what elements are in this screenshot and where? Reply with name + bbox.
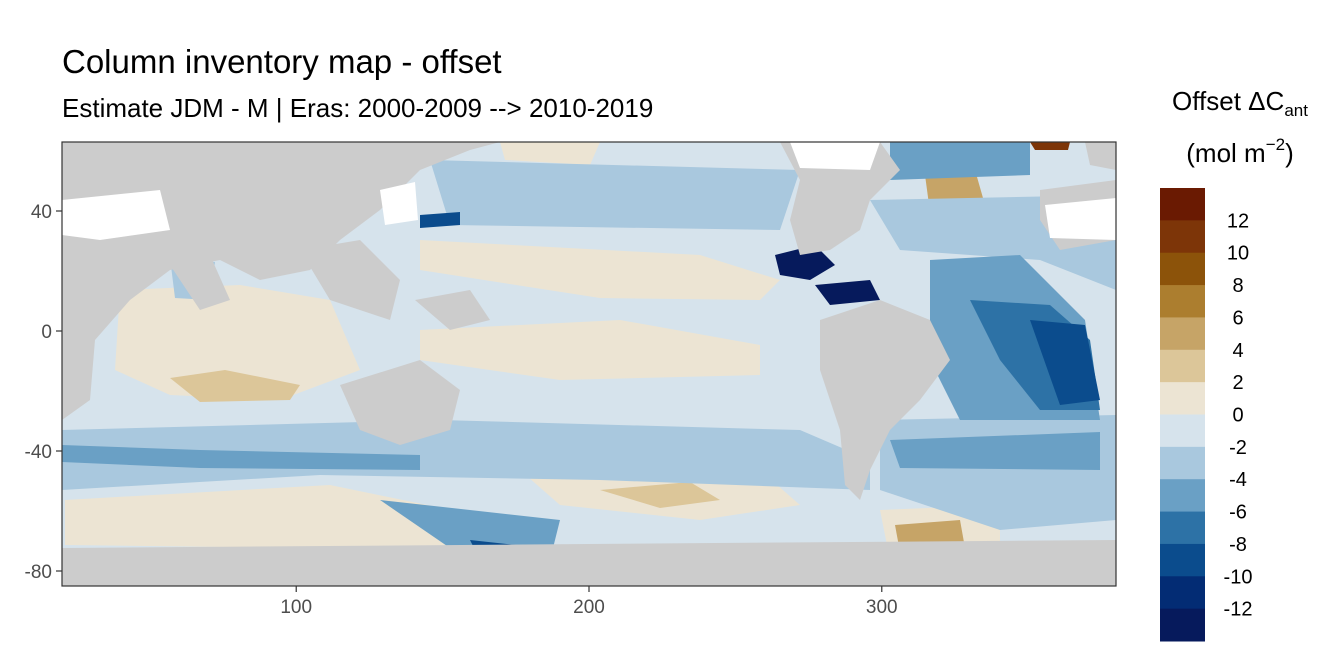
y-tick-label: 0: [41, 322, 52, 343]
legend-color-bin: [1160, 608, 1205, 642]
legend-color-bin: [1160, 382, 1205, 415]
legend-color-bin: [1160, 188, 1205, 221]
missing-data-areas: [62, 142, 1116, 240]
x-tick-label: 300: [866, 597, 898, 618]
y-tick-label: -80: [25, 562, 52, 583]
legend-label: 12: [1227, 210, 1249, 232]
legend-unit-close: ): [1285, 138, 1294, 168]
legend-color-bin: [1160, 414, 1205, 448]
legend: 12 10 8 6 4 2 0 -2 -4 -6 -8 -10 -12: [1160, 188, 1252, 642]
legend-label: 8: [1232, 275, 1243, 297]
legend-title-main: Offset ΔC: [1172, 86, 1285, 116]
x-tick-label: 100: [280, 597, 312, 618]
legend-title: Offset ΔCant (mol m−2): [1150, 84, 1330, 170]
legend-unit: (mol m: [1186, 138, 1266, 168]
x-tick-label: 200: [573, 597, 605, 618]
legend-unit-sup: −2: [1265, 135, 1286, 154]
legend-label: -4: [1229, 469, 1247, 491]
legend-label: -10: [1224, 566, 1253, 588]
legend-color-bin: [1160, 285, 1205, 318]
legend-color-bin: [1160, 349, 1205, 383]
legend-label: 4: [1232, 340, 1243, 362]
legend-label: 2: [1232, 372, 1243, 394]
legend-color-bin: [1160, 317, 1205, 351]
legend-color-bin: [1160, 220, 1205, 254]
legend-title-main-row: Offset ΔCant: [1150, 84, 1330, 128]
legend-color-bin: [1160, 252, 1205, 286]
legend-color-bin: [1160, 479, 1205, 513]
land-masses: [62, 142, 1116, 586]
legend-label: -6: [1229, 502, 1247, 524]
legend-title-sub: ant: [1284, 101, 1308, 120]
legend-color-bin: [1160, 511, 1205, 545]
legend-label: 6: [1232, 307, 1243, 329]
legend-color-bin: [1160, 576, 1205, 610]
y-tick-label: -40: [25, 442, 52, 463]
legend-label: -12: [1224, 599, 1253, 621]
legend-color-bin: [1160, 446, 1205, 480]
legend-color-bin: [1160, 543, 1205, 577]
y-tick-label: 40: [31, 202, 52, 223]
legend-unit-row: (mol m−2): [1150, 128, 1330, 170]
chart-title: Column inventory map - offset: [62, 43, 502, 80]
legend-label: -2: [1229, 437, 1247, 459]
legend-label: 0: [1232, 405, 1243, 427]
legend-label: -8: [1229, 534, 1247, 556]
chart-subtitle: Estimate JDM - M | Eras: 2000-2009 --> 2…: [62, 93, 654, 123]
legend-label: 10: [1227, 243, 1249, 265]
